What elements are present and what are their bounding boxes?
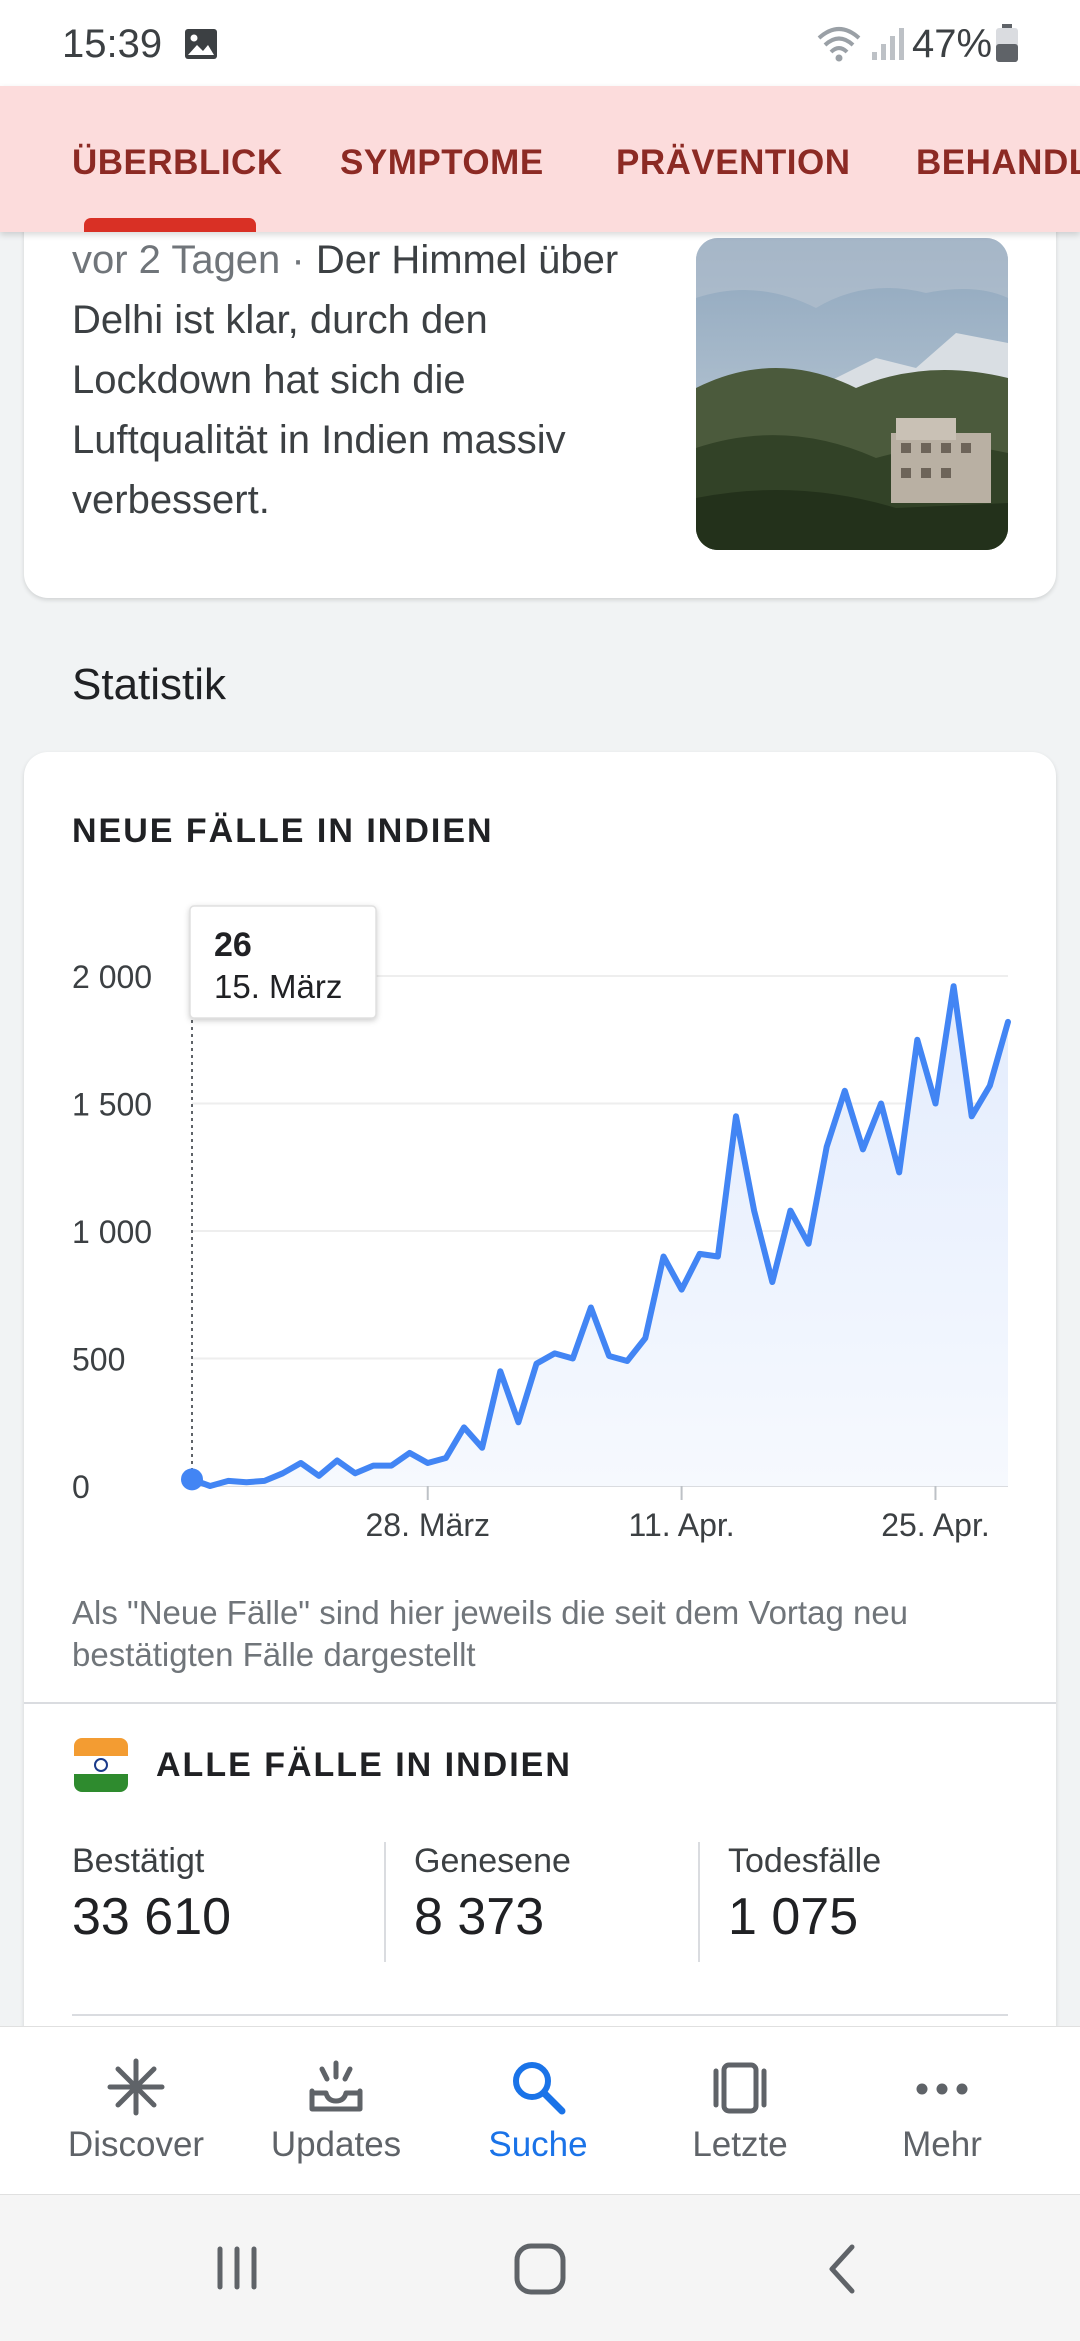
new-cases-chart[interactable]: 0 500 1 000 1 500 2 000 28. März 11. Apr. 25. A… [24,752,1056,1582]
nav-discover[interactable]: Discover [36,2027,236,2195]
article-thumbnail[interactable] [696,238,1008,550]
news-article-card[interactable]: vor 2 Tagen · Der Himmel über Delhi ist … [24,180,1056,598]
nav-discover-label: Discover [67,2125,205,2164]
x-tick-label: 28. März [365,1507,489,1543]
bottom-navigation: Discover Updates Suche Letzte Mehr [0,2026,1080,2195]
stat-deaths: Todesfälle 1 075 [728,1842,881,1947]
wifi-icon [815,24,863,69]
home-icon[interactable] [512,2241,568,2297]
stat-confirmed: Bestätigt 33 610 [72,1842,231,1947]
tab-behandlung[interactable]: BEHANDL [916,143,1080,182]
chart-title: NEUE FÄLLE IN INDIEN [72,812,494,850]
nav-recent[interactable]: Letzte [640,2027,840,2195]
stat-separator [384,1842,386,1962]
nav-recent-label: Letzte [692,2125,788,2164]
back-icon[interactable] [822,2241,862,2297]
y-tick-label: 0 [72,1469,90,1505]
y-tick-label: 2 000 [72,959,152,995]
nav-search-label: Suche [488,2125,588,2164]
series-area [192,986,1008,1486]
tooltip-date: 15. März [214,968,342,1005]
tooltip-value: 26 [214,926,252,964]
tooltip-box [189,905,377,1019]
battery-icon [994,24,1020,69]
statistics-card: NEUE FÄLLE IN INDIEN 0 500 1 000 1 500 2 000… [24,752,1056,2072]
tab-symptome[interactable]: SYMPTOME [340,143,544,182]
stat-recovered-value: 8 373 [414,1888,545,1946]
stat-separator [698,1842,700,1962]
y-tick-label: 1 500 [72,1087,152,1123]
search-icon [513,2062,566,2115]
nav-more[interactable]: Mehr [842,2027,1042,2195]
section-title: Statistik [72,660,227,709]
status-time: 15:39 [62,22,163,66]
card-divider [24,1702,1056,1704]
article-date: vor 2 Tagen · [72,238,316,282]
stat-recovered: Genesene 8 373 [414,1842,571,1947]
stat-deaths-value: 1 075 [728,1888,859,1946]
article-snippet: vor 2 Tagen · Der Himmel über Delhi ist … [72,230,672,530]
x-tick-label: 25. Apr. [881,1507,990,1543]
highlighted-point [181,1468,203,1491]
gallery-notification-icon [183,27,219,66]
nav-search[interactable]: Suche [438,2027,638,2195]
nav-updates[interactable]: Updates [236,2027,436,2195]
battery-percent: 47% [912,22,993,66]
active-tab-indicator [84,218,256,232]
more-dots-icon [916,2083,968,2095]
stat-deaths-label: Todesfälle [728,1842,882,1880]
recent-cards-icon [713,2062,767,2114]
status-bar: 15:39 47% [0,0,1080,86]
tab-ueberblick[interactable]: ÜBERBLICK [72,143,283,182]
y-tick-label: 1 000 [72,1214,152,1250]
system-navigation-bar [0,2194,1080,2341]
series-line [189,983,1011,1489]
stat-recovered-label: Genesene [414,1842,571,1880]
stat-confirmed-label: Bestätigt [72,1842,205,1880]
updates-tray-icon [309,2060,363,2112]
x-tick-label: 11. Apr. [629,1507,735,1543]
all-cases-title: ALLE FÄLLE IN INDIEN [156,1746,572,1784]
chart-footnote: Als "Neue Fälle" sind hier jeweils die s… [72,1594,909,1673]
y-tick-label: 500 [72,1342,125,1378]
topic-tab-bar: ÜBERBLICK SYMPTOME PRÄVENTION BEHANDL [0,86,1080,232]
section-divider [72,2014,1008,2016]
nav-more-label: Mehr [902,2125,982,2164]
recent-apps-icon[interactable] [212,2243,262,2293]
tab-praevention[interactable]: PRÄVENTION [616,143,851,182]
signal-icon [868,26,908,67]
india-flag-icon [74,1738,128,1792]
asterisk-icon [107,2058,165,2116]
stat-confirmed-value: 33 610 [72,1888,232,1946]
nav-updates-label: Updates [270,2125,402,2164]
article-text: Der Himmel über Delhi ist klar, durch de… [72,238,619,522]
